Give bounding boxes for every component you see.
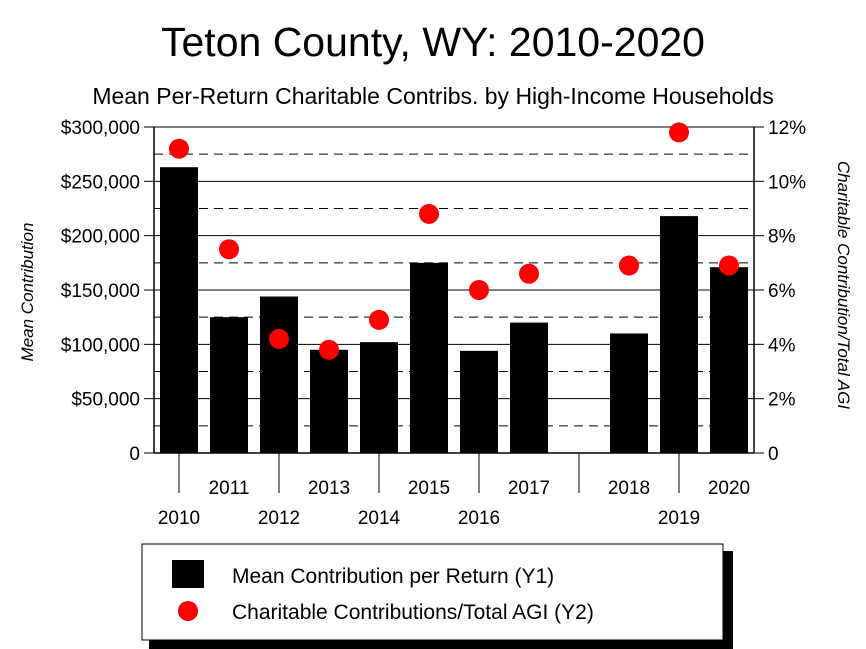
bar <box>160 167 198 453</box>
y2-tick-label: 8% <box>768 227 796 248</box>
y2-tick-label: 10% <box>768 172 806 193</box>
legend-point-label: Charitable Contributions/Total AGI (Y2) <box>232 601 594 624</box>
bar <box>310 349 348 453</box>
y2-tick-label: 4% <box>768 335 796 356</box>
y1-axis-label: Mean Contribution <box>18 223 37 362</box>
x-tick-label: 2015 <box>408 478 450 499</box>
y1-axis: 0 $50,000 $100,000 $150,000 $200,000 $250,000… <box>61 118 154 465</box>
point <box>169 138 189 159</box>
x-tick-label: 2012 <box>258 508 300 529</box>
x-tick-label: 2020 <box>708 478 750 499</box>
gridlines <box>154 126 754 427</box>
bar <box>510 322 548 453</box>
point <box>419 203 439 224</box>
bar <box>410 262 448 453</box>
y2-tick-label: 12% <box>768 118 806 139</box>
legend-bar-swatch <box>172 560 204 588</box>
bar-series <box>160 167 748 453</box>
x-tick-label: 2019 <box>658 508 700 529</box>
legend-box <box>141 543 724 641</box>
point <box>619 255 639 276</box>
y1-tick-label: $300,000 <box>61 118 140 139</box>
point <box>369 309 389 330</box>
chart-title: Teton County, WY: 2010-2020 <box>161 19 705 65</box>
bar <box>710 267 748 453</box>
y1-tick-label: $100,000 <box>61 335 140 356</box>
y2-axis-label: Charitable Contribution/Total AGI <box>834 161 853 409</box>
legend: Mean Contribution per Return (Y1) Charit… <box>141 543 733 649</box>
bar <box>210 317 248 453</box>
bar <box>460 350 498 453</box>
point <box>269 328 289 349</box>
bar <box>610 333 648 453</box>
y2-tick-label: 6% <box>768 281 796 302</box>
point <box>469 280 489 300</box>
point <box>519 263 539 284</box>
x-tick-label: 2018 <box>608 478 650 499</box>
point-series <box>169 122 739 360</box>
point <box>669 122 689 143</box>
x-tick-label: 2013 <box>308 478 350 499</box>
legend-point-swatch <box>178 601 198 621</box>
bar <box>360 342 398 453</box>
y1-tick-label: $200,000 <box>61 227 140 248</box>
y2-tick-label: 0 <box>768 444 779 465</box>
y2-tick-label: 2% <box>768 390 796 411</box>
x-tick-label: 2014 <box>358 508 401 529</box>
point <box>219 239 239 260</box>
point <box>719 255 739 276</box>
x-axis: 2010 2011 2012 2013 2014 2015 2016 2017 2018 2019… <box>158 453 750 529</box>
point <box>319 339 339 360</box>
y1-tick-label: 0 <box>129 444 140 465</box>
x-tick-label: 2016 <box>458 508 500 529</box>
x-tick-label: 2011 <box>209 478 250 499</box>
x-tick-label: 2010 <box>158 508 200 529</box>
bar <box>260 296 298 453</box>
y2-axis: 0 2% 4% 6% 8% 10% 12% <box>754 118 806 465</box>
bar <box>660 216 698 453</box>
y1-tick-label: $50,000 <box>71 390 140 411</box>
x-tick-label: 2017 <box>508 478 550 499</box>
y1-tick-label: $150,000 <box>61 281 140 302</box>
legend-bar-label: Mean Contribution per Return (Y1) <box>232 565 554 588</box>
y1-tick-label: $250,000 <box>61 172 140 193</box>
chart-subtitle: Mean Per-Return Charitable Contribs. by … <box>92 83 773 109</box>
